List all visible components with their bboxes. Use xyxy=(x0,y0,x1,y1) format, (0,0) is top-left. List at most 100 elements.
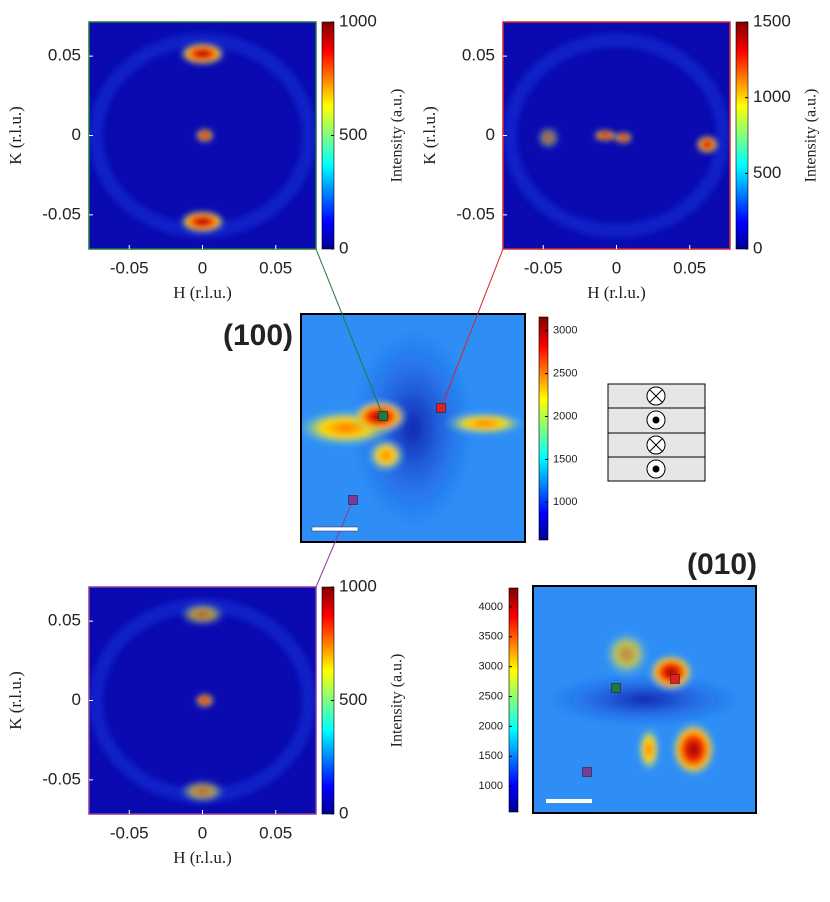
features xyxy=(179,42,226,234)
x-tick-label: 0 xyxy=(612,258,621,277)
panel: (010) 1000 1500 2000 2500 3000 3500 4000 xyxy=(479,548,757,814)
panel: -0.05 0 0.05 -0.05 0 0.05 H (r.l.u.) K (r.l.u.)… xyxy=(420,11,820,301)
colorbar-tick-label: 1000 xyxy=(553,496,577,508)
colorbar-tick-label: 3000 xyxy=(553,325,577,337)
colorbar xyxy=(508,587,519,813)
colorbar-label: Intensity (a.u.) xyxy=(389,89,406,183)
intensity-blob xyxy=(695,135,719,154)
features xyxy=(537,126,719,154)
intensity-blob xyxy=(671,722,716,777)
x-tick-label: -0.05 xyxy=(110,823,149,842)
intensity-blob xyxy=(179,779,226,803)
colorbar-tick-label: 1500 xyxy=(479,750,503,762)
y-tick-label: 0.05 xyxy=(48,611,81,630)
colorbar xyxy=(538,316,549,541)
intensity-blob xyxy=(350,325,476,531)
y-tick-label: 0.05 xyxy=(462,46,495,65)
x-tick-label: 0 xyxy=(198,823,207,842)
intensity-blob xyxy=(648,654,694,691)
intensity-blob xyxy=(195,128,214,143)
intensity-blob xyxy=(593,129,617,142)
intensity-blob xyxy=(195,693,214,708)
colorbar-tick-label: 2500 xyxy=(479,690,503,702)
y-tick-label: -0.05 xyxy=(42,769,81,788)
x-axis-label: H (r.l.u.) xyxy=(173,283,232,302)
y-axis-label: K (r.l.u.) xyxy=(6,671,25,730)
scale-bar xyxy=(546,799,592,803)
colorbar-tick-label: 0 xyxy=(339,238,348,257)
colorbar-tick-label: 1500 xyxy=(753,11,791,30)
panel: -0.05 0 0.05 -0.05 0 0.05 H (r.l.u.) K (r.l.u.)… xyxy=(6,11,406,301)
y-tick-label: -0.05 xyxy=(42,204,81,223)
colorbar-label: Intensity (a.u.) xyxy=(389,654,406,748)
heatmap-image xyxy=(503,22,730,249)
intensity-blob xyxy=(179,42,226,66)
panel-title: (100) xyxy=(223,319,293,352)
colorbar-tick-label: 4000 xyxy=(479,601,503,613)
heatmap-image xyxy=(533,586,756,813)
colorbar-tick-label: 1500 xyxy=(553,453,577,465)
heatmap-image xyxy=(301,314,525,542)
colorbar xyxy=(735,21,749,250)
y-tick-label: 0 xyxy=(486,125,495,144)
x-tick-label: 0.05 xyxy=(259,258,292,277)
connector-line xyxy=(315,499,354,588)
colorbar-tick-label: 500 xyxy=(339,125,367,144)
colorbar-tick-label: 500 xyxy=(753,163,781,182)
y-tick-label: 0.05 xyxy=(48,46,81,65)
features xyxy=(544,631,745,777)
panel: (100) 1000 1500 2000 2500 3000 xyxy=(223,313,577,543)
intensity-blob xyxy=(637,726,661,773)
intensity-blob xyxy=(179,210,226,234)
colorbar-label: Intensity (a.u.) xyxy=(803,89,820,183)
connector-line xyxy=(315,248,384,417)
y-axis-label: K (r.l.u.) xyxy=(6,106,25,165)
colorbar-tick-label: 0 xyxy=(339,803,348,822)
scattering-ring xyxy=(503,33,730,238)
intensity-blob xyxy=(368,439,405,472)
x-axis-label: H (r.l.u.) xyxy=(173,848,232,867)
intensity-blob xyxy=(604,631,649,677)
colorbar-tick-label: 1000 xyxy=(339,11,377,30)
colorbar-tick-label: 1000 xyxy=(753,87,791,106)
scale-bar xyxy=(311,526,359,532)
intensity-blob xyxy=(444,412,525,435)
colorbar-tick-label: 1000 xyxy=(479,780,503,792)
layer-schematic xyxy=(607,383,706,482)
annotations xyxy=(311,248,680,803)
features xyxy=(179,602,226,803)
heatmap-image xyxy=(89,22,316,249)
position-marker xyxy=(670,674,680,684)
colorbar-tick-label: 1000 xyxy=(339,576,377,595)
panel: -0.05 0 0.05 -0.05 0 0.05 H (r.l.u.) K (r.l.u.)… xyxy=(6,576,406,866)
intensity-blob xyxy=(537,126,560,150)
frame xyxy=(532,585,757,814)
intensity-blob xyxy=(544,672,745,727)
colorbar-tick-label: 0 xyxy=(753,238,762,257)
panel-title: (010) xyxy=(687,548,757,581)
x-tick-label: -0.05 xyxy=(110,258,149,277)
y-tick-label: 0 xyxy=(72,690,81,709)
position-marker xyxy=(348,495,358,505)
x-tick-label: 0 xyxy=(198,258,207,277)
colorbar-tick-label: 500 xyxy=(339,690,367,709)
colorbar-tick-label: 2000 xyxy=(479,720,503,732)
intensity-blob xyxy=(614,132,633,144)
colorbar-tick-label: 3000 xyxy=(479,661,503,673)
colorbar-tick-label: 2000 xyxy=(553,410,577,422)
position-marker xyxy=(582,767,592,777)
connector-line xyxy=(440,248,504,409)
x-axis-label: H (r.l.u.) xyxy=(587,283,646,302)
x-tick-label: -0.05 xyxy=(524,258,563,277)
position-marker xyxy=(436,403,446,413)
features xyxy=(301,325,525,531)
y-axis-label: K (r.l.u.) xyxy=(420,106,439,165)
y-tick-label: -0.05 xyxy=(456,204,495,223)
position-marker xyxy=(378,411,388,421)
heatmap-image xyxy=(89,587,316,814)
colorbar-tick-label: 3500 xyxy=(479,631,503,643)
intensity-blob xyxy=(179,602,226,626)
frame xyxy=(300,313,526,543)
colorbar-tick-label: 2500 xyxy=(553,368,577,380)
x-tick-label: 0.05 xyxy=(673,258,706,277)
